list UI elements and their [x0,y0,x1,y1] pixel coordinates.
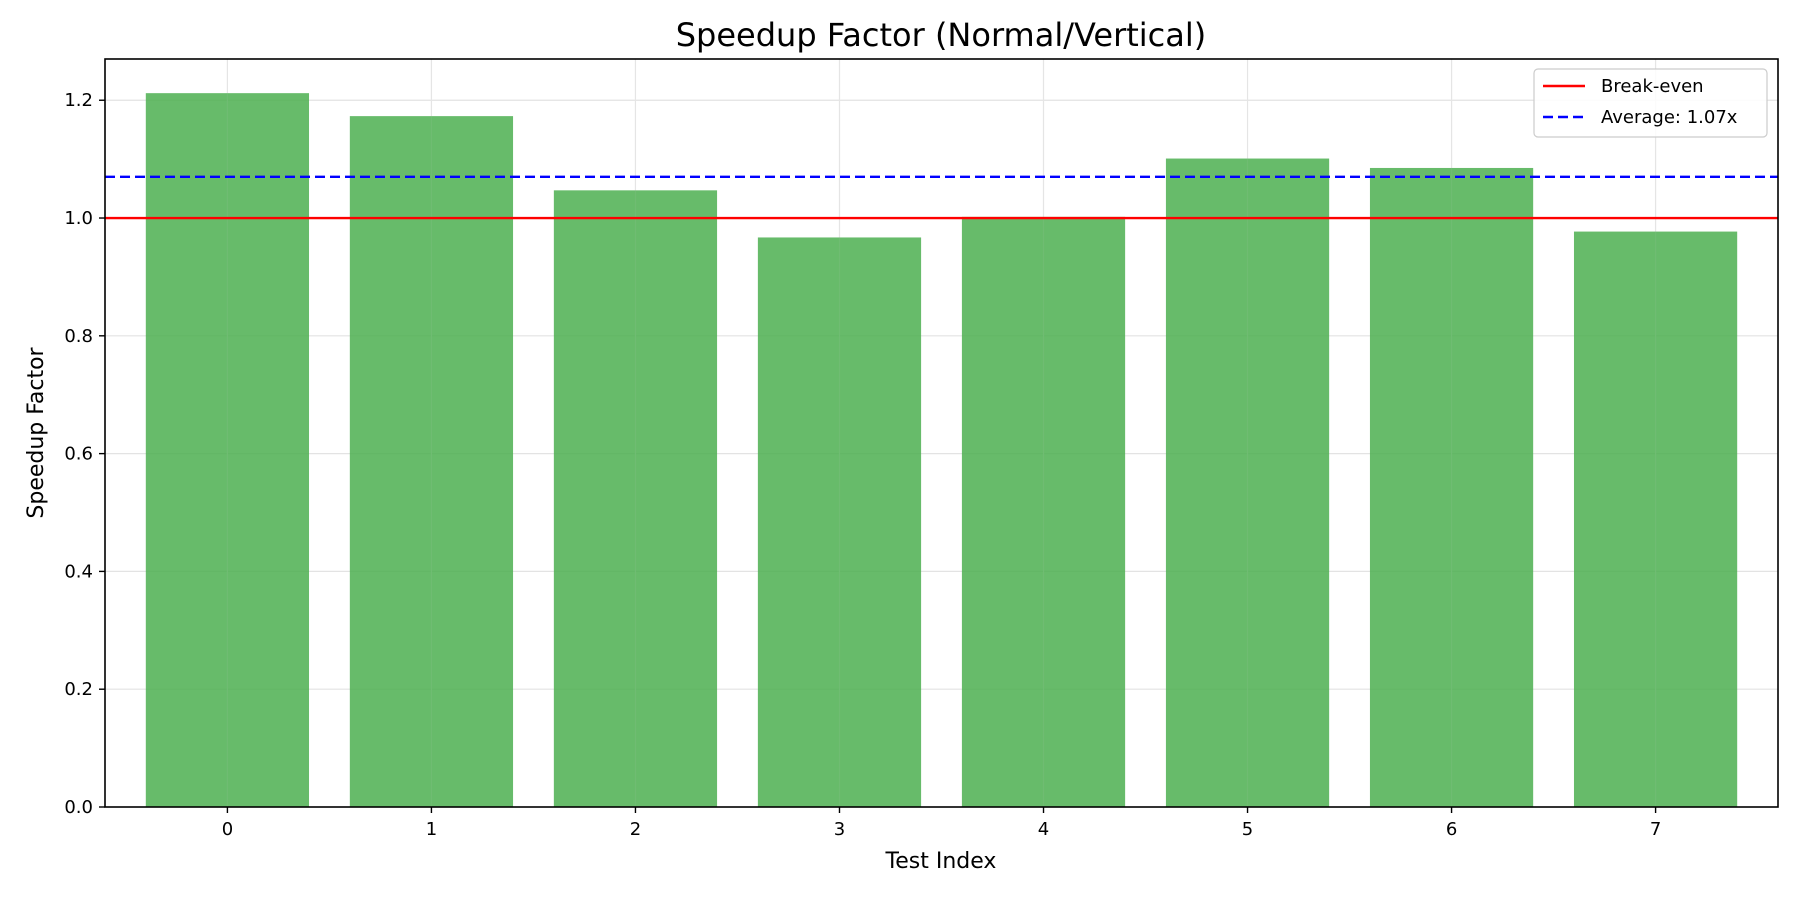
bar-2 [553,190,718,807]
bar-7 [1573,231,1738,808]
bar-3 [757,237,922,807]
x-tick-label: 4 [1038,819,1049,840]
y-tick-label: 1.0 [64,208,93,229]
chart-title: Speedup Factor (Normal/Vertical) [676,16,1207,54]
y-tick-label: 0.8 [64,326,93,347]
x-tick-label: 6 [1446,819,1457,840]
x-axis-label: Test Index [885,849,997,874]
reference-lines [105,175,1778,220]
legend-average-label: Average: 1.07x [1601,107,1738,128]
bars [145,93,1738,808]
bar-6 [1369,167,1534,807]
x-tick-label: 5 [1242,819,1253,840]
y-tick-label: 1.2 [64,90,93,111]
y-tick-label: 0.4 [64,561,93,582]
y-tick-label: 0.6 [64,444,93,465]
x-tick-label: 3 [834,819,845,840]
x-tick-label: 7 [1650,819,1661,840]
bar-5 [1165,158,1330,808]
x-tick-label: 1 [426,819,437,840]
y-tick-label: 0.2 [64,679,93,700]
legend-break-even-label: Break-even [1601,76,1704,97]
x-tick-label: 2 [630,819,641,840]
y-tick-label: 0.0 [64,797,93,818]
legend: Break-even Average: 1.07x [1533,68,1768,138]
x-axis-ticks: 0 1 2 3 4 5 6 7 [222,807,1661,840]
y-axis-label: Speedup Factor [24,346,49,518]
y-axis-ticks: 0.0 0.2 0.4 0.6 0.8 1.0 1.2 [64,90,105,818]
x-tick-label: 0 [222,819,233,840]
bar-4 [961,216,1126,807]
plot-frame [104,58,1779,808]
bar-0 [145,93,310,807]
bar-1 [349,116,514,807]
legend-box [1533,68,1768,138]
